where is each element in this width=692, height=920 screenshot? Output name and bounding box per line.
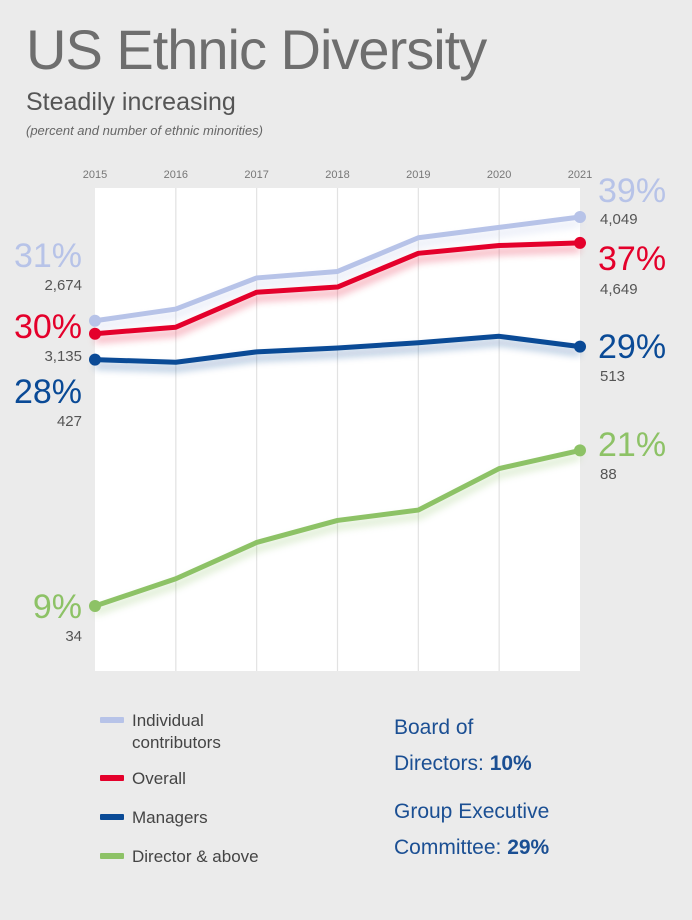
series-line-overall [92,240,583,337]
legend-item-individual-contributors: Individual contributors [100,710,262,754]
board-directors-line2: Directors: 10% [394,746,549,782]
x-tick-label: 2018 [325,169,349,181]
end-percent-label-overall: 37% [598,240,666,278]
legend-label: Overall [132,769,186,788]
data-point-director [89,600,101,612]
legend-item-managers: Managers [100,807,262,829]
end-percent-label-director: 21% [598,426,666,464]
start-percent-label-managers: 28% [14,373,82,411]
x-tick-label: 2015 [83,169,107,181]
series-line-director [92,447,583,609]
board-stats: Board of Directors: 10% Group Executive … [394,710,549,866]
x-tick-label: 2017 [244,169,268,181]
data-point-managers [574,340,586,353]
gec-label: Committee: [394,836,502,859]
legend-swatch-icon [100,717,124,723]
series-shadow-overall [94,245,581,343]
gec-line2: Committee: 29% [394,830,549,866]
page-subtitle: Steadily increasing [26,88,236,116]
legend-swatch-icon [100,775,124,781]
legend-swatch-icon [100,853,124,859]
data-point-overall [89,327,101,340]
data-point-ic [89,314,101,327]
end-percent-label-managers: 29% [598,328,666,366]
start-percent-label-director: 9% [33,588,82,626]
legend-label: Individual contributors [132,711,221,752]
legend-swatch-icon [100,814,124,820]
board-directors-line1: Board of [394,716,474,739]
series-line-managers [92,333,583,365]
gec-value: 29% [507,836,550,859]
end-count-label-overall: 4,649 [600,281,638,298]
legend-label: Managers [132,808,208,827]
page-title: US Ethnic Diversity [26,18,487,81]
line-chart: 2015 2016 2017 2018 2019 2020 2021 31% 2,674 39%… [14,169,666,671]
start-count-label-managers: 427 [57,413,82,430]
series-line-ic [92,214,583,324]
data-point-ic [574,211,586,223]
series-shadow-director [94,453,581,615]
gec-line1: Group Executive [394,800,550,823]
start-count-label-ic: 2,674 [44,277,82,294]
end-count-label-managers: 513 [600,368,625,385]
legend-item-overall: Overall [100,768,262,790]
x-tick-label: 2019 [406,169,430,181]
legend-label: Director & above [132,847,259,866]
start-percent-label-ic: 31% [14,237,82,275]
start-count-label-overall: 3,135 [44,348,82,365]
data-point-overall [574,236,586,249]
board-directors-value: 10% [489,752,532,775]
data-point-director [574,444,586,457]
start-percent-label-overall: 30% [14,308,82,346]
x-tick-label: 2020 [487,169,511,181]
end-count-label-director: 88 [600,466,617,483]
board-directors-label: Directors: [394,752,484,775]
x-tick-label: 2021 [568,169,592,181]
legend-item-director-above: Director & above [100,846,262,868]
chart-note: (percent and number of ethnic minorities… [26,123,264,138]
series-shadow-managers [94,339,581,372]
data-point-managers [89,353,101,366]
end-count-label-ic: 4,049 [600,211,638,228]
x-tick-label: 2016 [164,169,188,181]
end-percent-label-ic: 39% [598,172,666,210]
legend: Individual contributors Overall Managers… [100,710,262,868]
start-count-label-director: 34 [65,628,82,645]
series-shadow-ic [94,220,581,330]
